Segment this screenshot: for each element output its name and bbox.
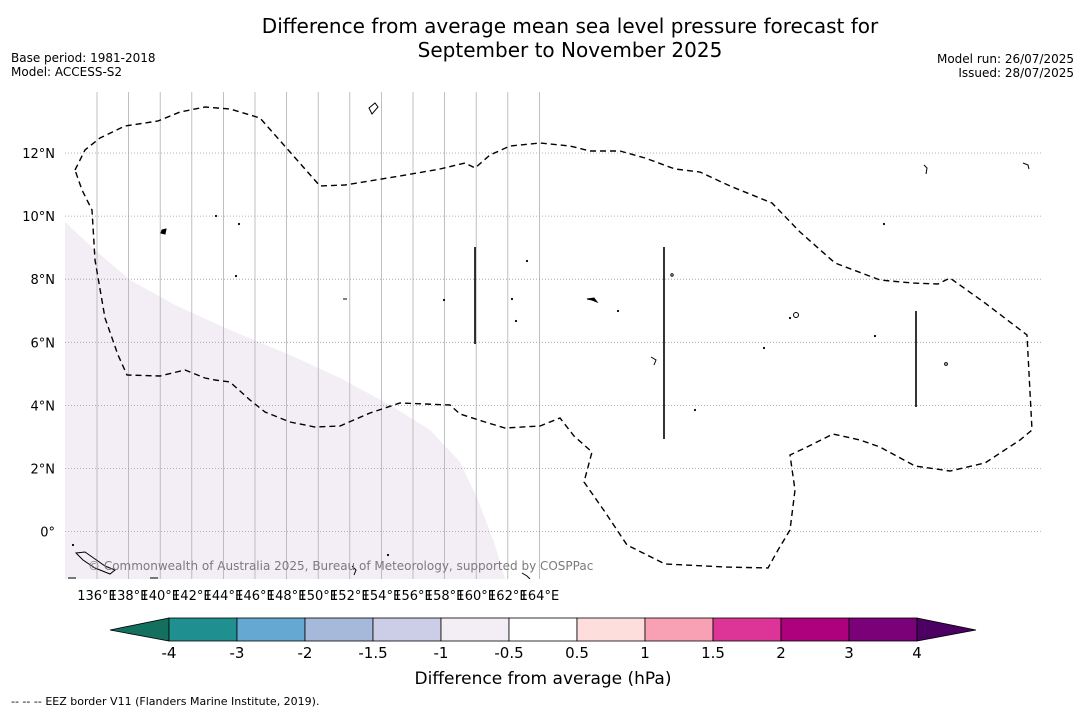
colorbar-under-arrow (109, 617, 170, 642)
latitude-label: 10°N (22, 210, 55, 225)
colorbar-tick-label: -1 (434, 644, 449, 662)
eez-legend-symbol: -- -- -- (11, 695, 42, 708)
latitude-label: 0° (40, 526, 55, 541)
meta-left: Base period: 1981-2018 Model: ACCESS-S2 (11, 51, 156, 79)
colorbar-cell (712, 617, 782, 642)
latitude-label: 2°N (31, 463, 56, 478)
latitude-label: 12°N (22, 147, 55, 162)
longitude-label: 162°E (488, 589, 528, 604)
longitude-label: 148°E (267, 589, 307, 604)
colorbar: -4 -3 -2 -1.5 -1 -0.5 0.5 1 1.5 2 3 4 Difference fr… (109, 617, 977, 689)
latitude-gridlines (65, 152, 1042, 532)
colorbar-tick-label: -3 (230, 644, 245, 662)
issued-date: Issued: 28/07/2025 (958, 66, 1074, 80)
eez-legend-text: EEZ border V11 (Flanders Marine Institut… (45, 695, 320, 708)
latitude-label: 4°N (31, 399, 56, 414)
colorbar-tick-label: 0.5 (565, 644, 589, 662)
colorbar-tick-label: -4 (162, 644, 177, 662)
latitude-labels: 12°N 10°N 8°N 6°N 4°N 2°N 0° (22, 147, 55, 541)
colorbar-cell (440, 617, 510, 642)
longitude-label: 150°E (298, 589, 338, 604)
longitude-label: 146°E (235, 589, 275, 604)
colorbar-cell (236, 617, 306, 642)
longitude-label: 156°E (393, 589, 433, 604)
colorbar-over-arrow (916, 617, 977, 642)
longitude-label: 158°E (425, 589, 465, 604)
title-line-2: September to November 2025 (417, 38, 723, 62)
colorbar-ticks: -4 -3 -2 -1.5 -1 -0.5 0.5 1 1.5 2 3 4 (162, 644, 922, 662)
colorbar-tick-label: 4 (912, 644, 922, 662)
colorbar-tick-label: -1.5 (358, 644, 387, 662)
footer-legend: -- -- -- EEZ border V11 (Flanders Marine… (11, 695, 319, 708)
colorbar-cell (576, 617, 646, 642)
colorbar-label: Difference from average (hPa) (415, 669, 672, 689)
map-title: Difference from average mean sea level p… (0, 14, 1085, 62)
colorbar-tick-label: 3 (844, 644, 854, 662)
colorbar-cell (168, 617, 238, 642)
model-name: Model: ACCESS-S2 (11, 65, 123, 79)
base-period: Base period: 1981-2018 (11, 51, 156, 65)
longitude-label: 136°E (77, 589, 117, 604)
colorbar-cells (168, 617, 918, 642)
colorbar-tick-label: -2 (298, 644, 313, 662)
longitude-label: 164°E (520, 589, 560, 604)
longitude-labels: 136°E138°E140°E142°E144°E146°E148°E150°E… (77, 589, 559, 604)
map-canvas: © Commonwealth of Australia 2025, Bureau… (65, 92, 1042, 579)
longitude-label: 140°E (140, 589, 180, 604)
colorbar-cell (848, 617, 918, 642)
longitude-label: 152°E (330, 589, 370, 604)
colorbar-cell (508, 617, 578, 642)
eez-border (74, 106, 1033, 569)
longitude-label: 138°E (109, 589, 149, 604)
longitude-label: 154°E (362, 589, 402, 604)
copyright: © Commonwealth of Australia 2025, Bureau… (88, 559, 593, 573)
colorbar-cell (304, 617, 374, 642)
model-run: Model run: 26/07/2025 (936, 52, 1074, 66)
longitude-label: 142°E (172, 589, 212, 604)
colorbar-tick-label: 1.5 (701, 644, 725, 662)
colorbar-cell (372, 617, 442, 642)
colorbar-cell (644, 617, 714, 642)
colorbar-tick-label: 1 (640, 644, 650, 662)
title-line-1: Difference from average mean sea level p… (261, 14, 879, 38)
colorbar-tick-label: -0.5 (494, 644, 523, 662)
colorbar-cell (780, 617, 850, 642)
longitude-label: 160°E (456, 589, 496, 604)
colorbar-tick-label: 2 (776, 644, 786, 662)
anomaly-shading (65, 222, 505, 579)
latitude-label: 6°N (31, 336, 56, 351)
longitude-label: 144°E (204, 589, 244, 604)
islands (68, 102, 1030, 579)
latitude-label: 8°N (31, 273, 56, 288)
meta-right: Model run: 26/07/2025 Issued: 28/07/2025 (937, 52, 1074, 80)
